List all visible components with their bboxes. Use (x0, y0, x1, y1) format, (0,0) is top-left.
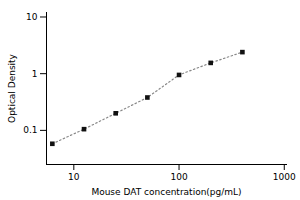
svg-text:10: 10 (26, 12, 38, 22)
svg-text:Mouse DAT concentration(pg/mL): Mouse DAT concentration(pg/mL) (91, 187, 241, 197)
svg-text:0.1: 0.1 (23, 125, 37, 135)
svg-text:100: 100 (170, 172, 187, 182)
svg-text:1: 1 (32, 69, 38, 79)
svg-text:Optical Density: Optical Density (7, 53, 17, 123)
svg-text:1000: 1000 (273, 172, 296, 182)
svg-text:10: 10 (68, 172, 80, 182)
